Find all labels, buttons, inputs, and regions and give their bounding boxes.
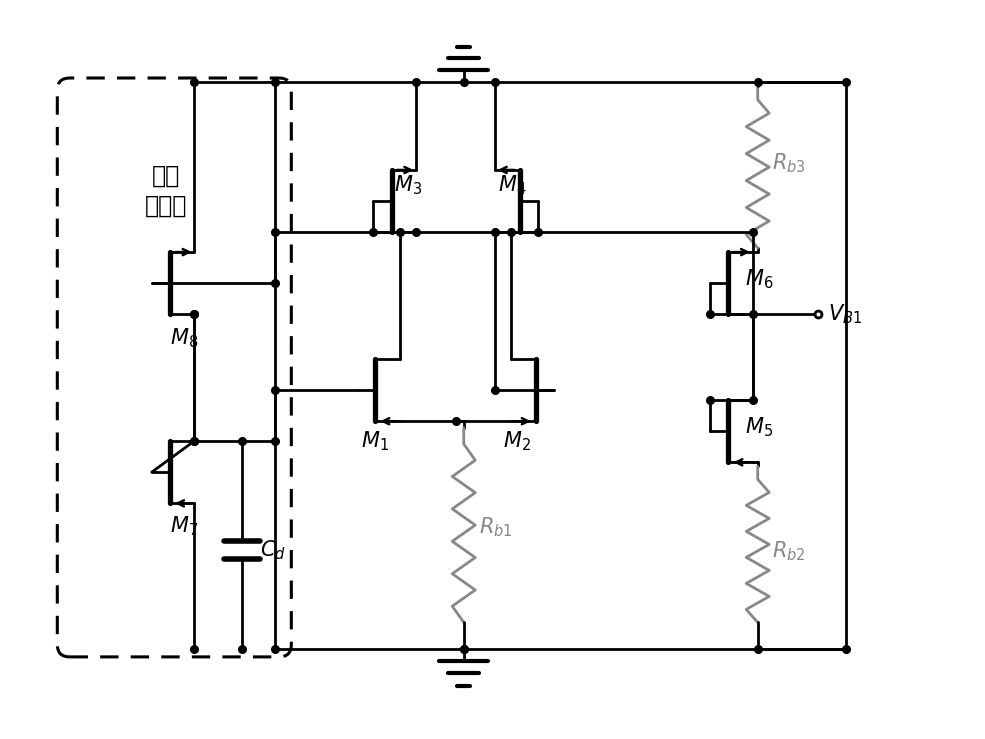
Text: $M_8$: $M_8$ xyxy=(169,326,198,350)
Text: $R_{b3}$: $R_{b3}$ xyxy=(772,151,807,175)
Text: 辅助
放大器: 辅助 放大器 xyxy=(145,164,187,218)
Text: $M_3$: $M_3$ xyxy=(394,174,422,197)
Text: $C_d$: $C_d$ xyxy=(260,538,286,562)
Text: $R_{b1}$: $R_{b1}$ xyxy=(479,515,512,539)
Text: $M_1$: $M_1$ xyxy=(361,429,389,453)
Text: $M_5$: $M_5$ xyxy=(745,415,772,439)
Text: $R_{b2}$: $R_{b2}$ xyxy=(772,539,806,563)
Text: $M_6$: $M_6$ xyxy=(745,268,773,291)
Text: $M_2$: $M_2$ xyxy=(503,429,531,453)
Text: $M_7$: $M_7$ xyxy=(169,515,198,539)
Text: $M_4$: $M_4$ xyxy=(498,174,527,197)
Text: $V_{B1}$: $V_{B1}$ xyxy=(828,303,863,327)
